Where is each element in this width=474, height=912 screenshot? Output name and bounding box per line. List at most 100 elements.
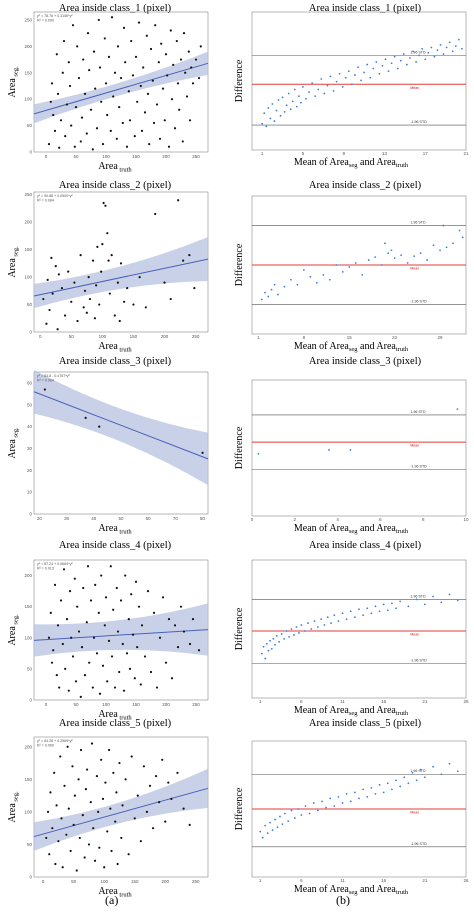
- data-point: [372, 67, 375, 70]
- data-point: [101, 243, 104, 246]
- data-point: [130, 39, 133, 43]
- y-tick-label: 100: [24, 97, 32, 102]
- chart-panel-6: Area inside class_3 (pixel) 1.96 STD Mean -…: [234, 356, 469, 535]
- data-point: [362, 788, 365, 791]
- data-point: [161, 87, 165, 90]
- x-axis-label: Mean of Areaseg and Areatruth: [294, 523, 409, 535]
- data-point: [323, 624, 326, 626]
- data-point: [130, 755, 133, 758]
- upper-limit-label: 1.96 STD: [410, 769, 426, 773]
- data-point: [85, 132, 88, 135]
- data-point: [42, 297, 45, 301]
- x-tick-label: 50: [71, 879, 77, 884]
- data-point: [104, 204, 107, 207]
- data-point: [283, 110, 286, 113]
- chart-panel-4: Area inside class_2 (pixel) 1.96 STD Mean -…: [234, 180, 467, 353]
- data-point: [456, 770, 459, 773]
- chart-title: Area inside class_4 (pixel): [309, 540, 422, 551]
- data-point: [116, 862, 119, 866]
- data-point: [451, 50, 454, 53]
- y-tick-label: 250: [24, 17, 32, 22]
- data-point: [68, 84, 72, 88]
- y-axis-label: Difference: [234, 607, 245, 650]
- x-tick-label: 0: [39, 334, 42, 339]
- data-point: [59, 119, 63, 122]
- data-point: [121, 121, 124, 125]
- chart-panel-5: Area inside class_3 (pixel) 20 30 40 50 60 70 8…: [7, 356, 209, 536]
- y-tick-label: 150: [24, 247, 32, 252]
- x-tick-label: 10: [463, 517, 469, 522]
- data-point: [348, 266, 351, 268]
- data-point: [265, 125, 268, 128]
- data-point: [406, 262, 409, 264]
- data-point: [315, 281, 318, 284]
- plot-frame: [251, 559, 467, 699]
- x-tick-label: 1: [257, 335, 260, 340]
- data-point: [119, 76, 123, 80]
- x-tick-label: 29: [438, 335, 444, 340]
- data-point: [167, 781, 170, 784]
- data-point: [329, 797, 332, 800]
- x-tick-label: 17: [423, 151, 429, 156]
- data-point: [83, 674, 87, 677]
- y-tick-label: 10: [27, 490, 33, 495]
- data-point: [184, 71, 187, 74]
- data-point: [88, 661, 91, 664]
- data-point: [445, 246, 448, 249]
- data-point: [173, 624, 177, 627]
- x-tick-label: 4: [336, 517, 339, 522]
- upper-limit-label: 1.96 STD: [410, 594, 426, 598]
- data-point: [265, 642, 268, 645]
- x-tick-label: 80: [200, 516, 206, 521]
- lower-limit-label: -1.96 STD: [410, 299, 427, 303]
- data-point: [122, 26, 126, 29]
- data-point: [115, 586, 118, 590]
- data-point: [287, 820, 290, 822]
- data-point: [71, 765, 74, 768]
- data-point: [95, 652, 99, 655]
- data-point: [380, 264, 383, 266]
- data-point: [270, 647, 273, 650]
- data-point: [266, 832, 269, 835]
- data-point: [131, 633, 135, 636]
- data-point: [148, 142, 151, 146]
- data-point: [199, 45, 202, 48]
- data-point: [175, 39, 178, 43]
- data-point: [101, 142, 105, 146]
- data-point: [91, 259, 95, 262]
- data-point: [95, 127, 99, 130]
- data-point: [57, 273, 60, 276]
- data-point: [182, 259, 185, 262]
- regression-equation: y² = 63.8 - 0.4767*y²: [37, 374, 70, 378]
- data-point: [293, 88, 296, 91]
- data-point: [87, 843, 91, 846]
- data-point: [155, 103, 159, 106]
- x-axis-label: Area truth: [98, 709, 132, 722]
- x-axis-label: Mean of Areaseg and Areatruth: [294, 705, 409, 717]
- data-point: [419, 252, 422, 255]
- data-point: [133, 817, 136, 820]
- data-point: [452, 242, 454, 245]
- data-point: [439, 249, 441, 252]
- upper-limit-label: 1.96 STD: [410, 410, 426, 414]
- data-point: [291, 100, 294, 103]
- data-point: [103, 37, 106, 40]
- data-point: [67, 807, 70, 810]
- data-point: [154, 24, 157, 27]
- data-point: [146, 92, 150, 95]
- y-tick-label: 100: [24, 635, 32, 640]
- data-point: [67, 270, 70, 273]
- data-point: [61, 642, 64, 646]
- data-point: [328, 278, 331, 281]
- y-tick-label: 20: [27, 468, 33, 473]
- data-point: [293, 634, 295, 636]
- data-point: [51, 292, 54, 295]
- data-point: [375, 61, 378, 63]
- data-point: [149, 670, 153, 674]
- data-point: [138, 275, 141, 279]
- chart-panel-2: Area inside class_1 (pixel) 1.96 STD Mean -…: [234, 3, 469, 169]
- data-point: [279, 815, 281, 818]
- data-point: [46, 278, 49, 281]
- data-point: [160, 42, 163, 45]
- data-point: [78, 836, 81, 840]
